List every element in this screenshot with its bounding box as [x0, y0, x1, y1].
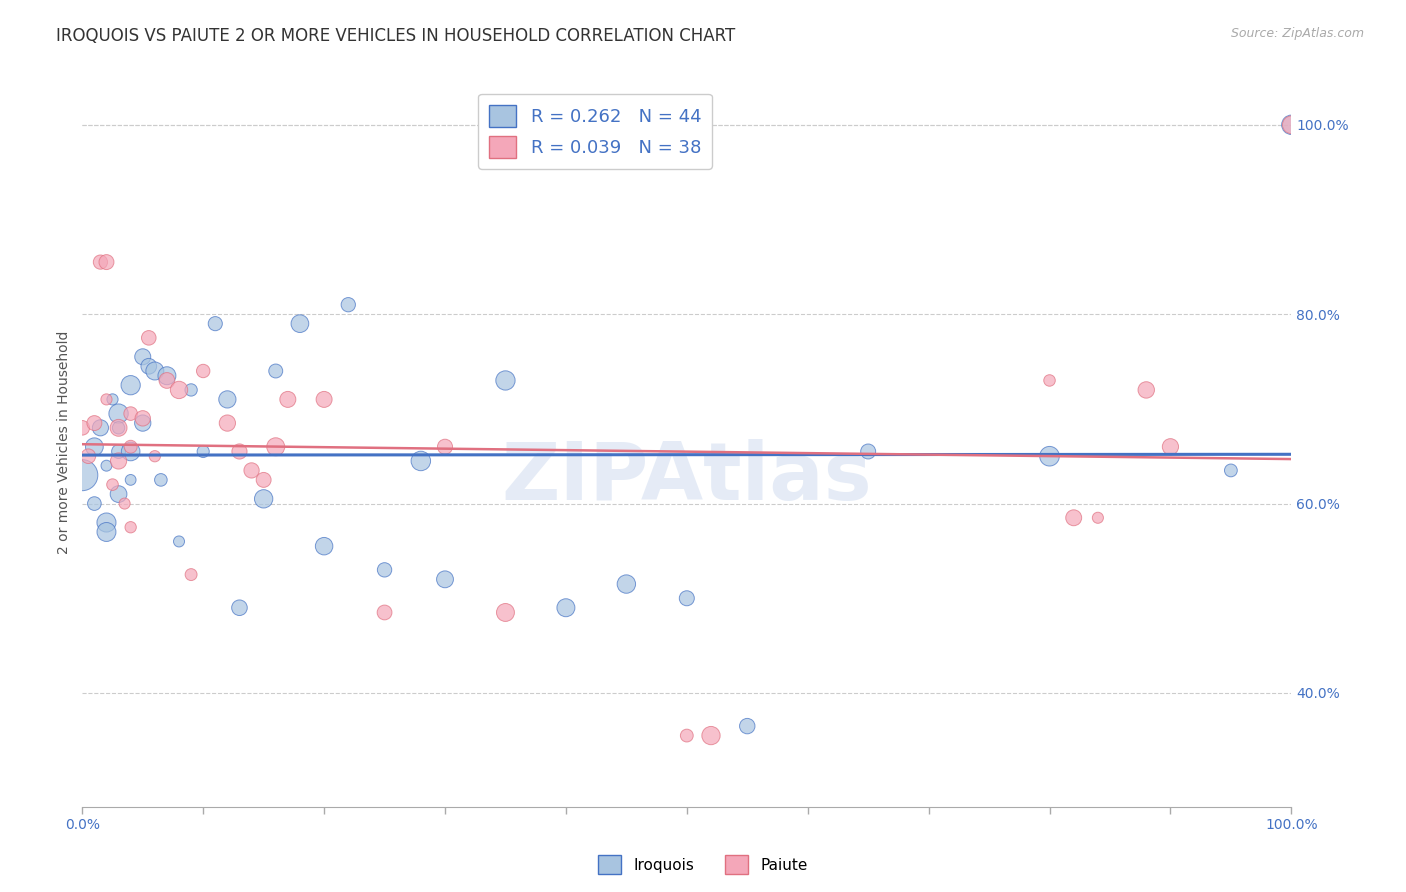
Point [264, 440, 287, 454]
Point [494, 374, 516, 388]
Point [120, 440, 142, 454]
Point [240, 463, 263, 477]
Text: Source: ZipAtlas.com: Source: ZipAtlas.com [1230, 27, 1364, 40]
Point [1279, 118, 1302, 132]
Point [1135, 383, 1157, 397]
Point [96, 392, 118, 407]
Point [101, 477, 124, 491]
Point [143, 364, 166, 378]
Point [700, 729, 723, 743]
Point [193, 364, 215, 378]
Point [101, 392, 124, 407]
Point [434, 440, 457, 454]
Point [1219, 463, 1241, 477]
Point [288, 317, 311, 331]
Point [83, 416, 105, 430]
Point [143, 449, 166, 463]
Point [120, 444, 142, 458]
Point [1038, 449, 1060, 463]
Point [107, 421, 129, 435]
Point [96, 524, 118, 539]
Point [374, 563, 396, 577]
Point [217, 416, 239, 430]
Point [72, 468, 94, 483]
Legend: Iroquois, Paiute: Iroquois, Paiute [592, 849, 814, 880]
Point [264, 364, 287, 378]
Point [149, 473, 172, 487]
Point [314, 539, 336, 553]
Point [107, 444, 129, 458]
Point [217, 392, 239, 407]
Point [735, 719, 758, 733]
Point [107, 454, 129, 468]
Point [132, 411, 155, 425]
Text: IROQUOIS VS PAIUTE 2 OR MORE VEHICLES IN HOUSEHOLD CORRELATION CHART: IROQUOIS VS PAIUTE 2 OR MORE VEHICLES IN… [56, 27, 735, 45]
Point [374, 606, 396, 620]
Point [1087, 510, 1109, 524]
Point [675, 591, 697, 606]
Point [675, 729, 697, 743]
Point [253, 473, 276, 487]
Point [96, 255, 118, 269]
Point [132, 350, 155, 364]
Point [89, 421, 111, 435]
Point [120, 378, 142, 392]
Point [96, 458, 118, 473]
Point [167, 383, 190, 397]
Point [132, 416, 155, 430]
Point [138, 359, 160, 374]
Point [409, 454, 432, 468]
Point [277, 392, 299, 407]
Point [1279, 118, 1302, 132]
Point [253, 491, 276, 506]
Point [856, 444, 879, 458]
Point [96, 516, 118, 530]
Point [337, 298, 360, 312]
Point [554, 600, 576, 615]
Point [120, 520, 142, 534]
Point [89, 255, 111, 269]
Point [107, 421, 129, 435]
Point [228, 600, 250, 615]
Point [1038, 374, 1060, 388]
Point [1159, 440, 1181, 454]
Point [1063, 510, 1085, 524]
Point [167, 534, 190, 549]
Y-axis label: 2 or more Vehicles in Household: 2 or more Vehicles in Household [58, 330, 72, 554]
Point [494, 606, 516, 620]
Point [83, 440, 105, 454]
Point [434, 572, 457, 586]
Point [107, 487, 129, 501]
Point [614, 577, 637, 591]
Point [83, 497, 105, 511]
Point [180, 567, 202, 582]
Point [120, 407, 142, 421]
Text: ZIPAtlas: ZIPAtlas [502, 440, 872, 517]
Point [77, 449, 100, 463]
Point [120, 473, 142, 487]
Point [138, 331, 160, 345]
Point [228, 444, 250, 458]
Point [156, 368, 179, 383]
Point [156, 374, 179, 388]
Point [72, 421, 94, 435]
Point [193, 444, 215, 458]
Legend: R = 0.262   N = 44, R = 0.039   N = 38: R = 0.262 N = 44, R = 0.039 N = 38 [478, 94, 711, 169]
Point [314, 392, 336, 407]
Point [180, 383, 202, 397]
Point [107, 407, 129, 421]
Point [204, 317, 226, 331]
Point [114, 497, 136, 511]
